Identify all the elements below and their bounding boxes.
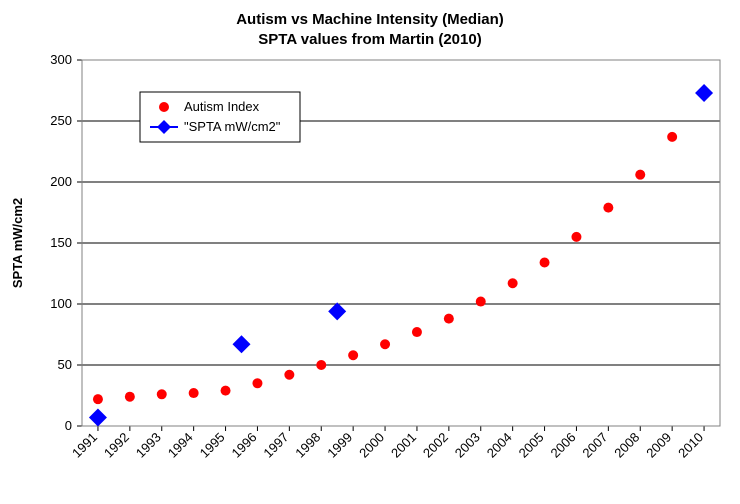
x-tick-label: 1993 bbox=[133, 430, 164, 461]
data-point-circle bbox=[412, 327, 422, 337]
x-tick-label: 2004 bbox=[484, 430, 515, 461]
y-tick-label: 250 bbox=[50, 113, 72, 128]
data-point-circle bbox=[252, 378, 262, 388]
x-tick-label: 1998 bbox=[292, 430, 323, 461]
y-tick-label: 50 bbox=[58, 357, 72, 372]
x-tick-label: 1996 bbox=[229, 430, 260, 461]
x-tick-label: 1995 bbox=[197, 430, 228, 461]
x-tick-label: 1999 bbox=[324, 430, 355, 461]
data-point-circle bbox=[603, 203, 613, 213]
data-point-circle bbox=[571, 232, 581, 242]
chart-svg: Autism vs Machine Intensity (Median) SPTA… bbox=[0, 0, 740, 504]
data-point-circle bbox=[380, 339, 390, 349]
y-axis-label: SPTA mW/cm2 bbox=[10, 198, 25, 288]
chart-title-line2: SPTA values from Martin (2010) bbox=[258, 31, 481, 48]
y-tick-label: 0 bbox=[65, 418, 72, 433]
x-tick-label: 2005 bbox=[516, 430, 547, 461]
x-tick-label: 2000 bbox=[356, 430, 387, 461]
data-point-diamond bbox=[695, 84, 713, 102]
data-point-circle bbox=[444, 314, 454, 324]
data-point-circle bbox=[221, 386, 231, 396]
data-point-circle bbox=[635, 170, 645, 180]
data-point-circle bbox=[540, 258, 550, 268]
y-tick-label: 300 bbox=[50, 52, 72, 67]
x-tick-label: 2010 bbox=[675, 430, 706, 461]
y-tick-label: 200 bbox=[50, 174, 72, 189]
data-point-diamond bbox=[233, 335, 251, 353]
chart-title-line1: Autism vs Machine Intensity (Median) bbox=[236, 11, 504, 28]
data-point-circle bbox=[93, 394, 103, 404]
x-tick-label: 2007 bbox=[579, 430, 610, 461]
x-tick-label: 1997 bbox=[260, 430, 291, 461]
x-tick-label: 1992 bbox=[101, 430, 132, 461]
y-tick-label: 150 bbox=[50, 235, 72, 250]
data-point-diamond bbox=[328, 302, 346, 320]
x-tick-label: 2003 bbox=[452, 430, 483, 461]
x-tick-label: 2001 bbox=[388, 430, 419, 461]
legend-label-1: Autism Index bbox=[184, 99, 260, 114]
data-point-circle bbox=[476, 297, 486, 307]
data-point-circle bbox=[667, 132, 677, 142]
x-tick-label: 1991 bbox=[69, 430, 100, 461]
x-tick-label: 2008 bbox=[611, 430, 642, 461]
data-point-circle bbox=[316, 360, 326, 370]
legend-marker-circle bbox=[159, 102, 169, 112]
data-point-circle bbox=[157, 389, 167, 399]
data-point-circle bbox=[189, 388, 199, 398]
data-point-circle bbox=[508, 278, 518, 288]
legend-label-2: "SPTA mW/cm2" bbox=[184, 119, 281, 134]
x-tick-label: 2006 bbox=[548, 430, 579, 461]
y-tick-label: 100 bbox=[50, 296, 72, 311]
data-point-circle bbox=[125, 392, 135, 402]
x-tick-label: 1994 bbox=[165, 430, 196, 461]
x-tick-label: 2002 bbox=[420, 430, 451, 461]
data-point-circle bbox=[284, 370, 294, 380]
data-point-diamond bbox=[89, 408, 107, 426]
x-tick-label: 2009 bbox=[643, 430, 674, 461]
data-point-circle bbox=[348, 350, 358, 360]
chart-container: Autism vs Machine Intensity (Median) SPTA… bbox=[0, 0, 740, 504]
